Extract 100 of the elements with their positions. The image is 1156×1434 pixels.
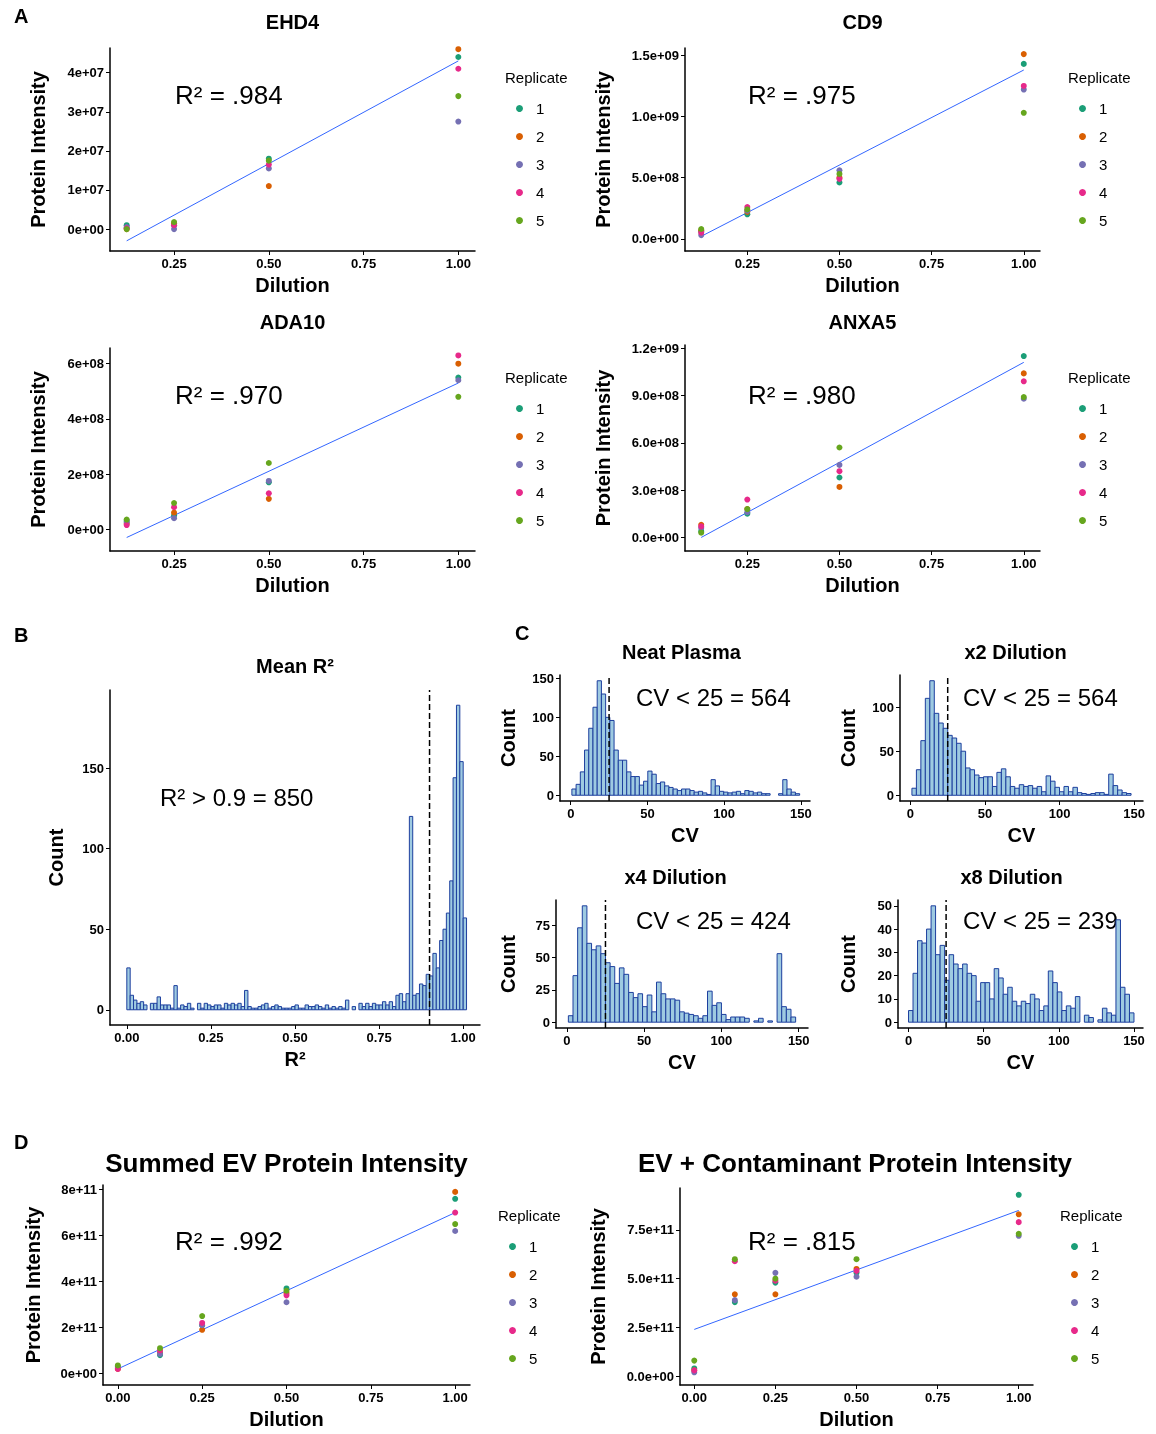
x-tick-label: 50 xyxy=(977,806,993,821)
annotation: R² = .975 xyxy=(748,80,856,110)
chart-title: Neat Plasma xyxy=(622,641,742,663)
annotation: R² = .992 xyxy=(175,1226,283,1256)
y-tick-label: 4e+07 xyxy=(67,65,104,81)
y-tick-label: 0e+00 xyxy=(67,221,104,237)
y-tick-label: 75 xyxy=(535,917,550,933)
y-axis-title: Protein Intensity xyxy=(587,1207,609,1365)
legend-label: 3 xyxy=(1091,1294,1100,1311)
x-tick-label: 0.25 xyxy=(161,256,187,271)
legend-label: 1 xyxy=(536,100,545,117)
x-tick-label: 100 xyxy=(1047,1033,1070,1048)
y-tick-label: 150 xyxy=(82,760,104,776)
annotation: CV < 25 = 424 xyxy=(636,906,791,934)
annotation: CV < 25 = 564 xyxy=(636,683,791,711)
x-tick-label: 0.25 xyxy=(189,1390,215,1405)
x-tick-label: 0.00 xyxy=(114,1030,140,1045)
y-tick-label: 1.5e+09 xyxy=(631,47,679,63)
y-tick-label: 4e+11 xyxy=(61,1274,97,1290)
x-tick-label: 0.75 xyxy=(350,256,377,271)
x-tick-label: 100 xyxy=(713,806,735,821)
legend-label: 3 xyxy=(536,156,545,173)
y-tick-label: 0.0e+00 xyxy=(631,529,679,545)
y-tick-label: 0.0e+00 xyxy=(631,231,679,247)
x-axis-title: Dilution xyxy=(255,274,330,296)
chart-title: EV + Contaminant Protein Intensity xyxy=(637,1148,1073,1178)
chart-title: x8 Dilution xyxy=(960,866,1063,888)
y-tick-label: 6.0e+08 xyxy=(631,435,679,451)
y-axis-title: Count xyxy=(497,934,519,993)
x-tick-label: 50 xyxy=(976,1033,991,1048)
text: D xyxy=(14,1131,29,1153)
annotation: R² > 0.9 = 850 xyxy=(160,783,314,811)
y-tick-label: 0.0e+00 xyxy=(626,1368,674,1384)
y-tick-label: 3.0e+08 xyxy=(631,482,679,498)
chart-title: x4 Dilution xyxy=(624,866,727,888)
x-tick-label: 150 xyxy=(787,1033,810,1048)
y-tick-label: 1.2e+09 xyxy=(631,340,679,356)
legend-label: 5 xyxy=(1091,1350,1100,1367)
legend-label: 4 xyxy=(529,1322,538,1339)
y-tick-label: 10 xyxy=(877,991,892,1007)
legend-label: 1 xyxy=(529,1238,538,1255)
legend-label: 2 xyxy=(1099,128,1108,145)
legend-label: 4 xyxy=(1099,484,1108,501)
y-axis-title: Count xyxy=(45,828,67,887)
legend-label: 2 xyxy=(536,128,545,145)
y-tick-label: 0e+00 xyxy=(60,1366,97,1382)
x-tick-label: 0.75 xyxy=(350,556,377,571)
x-axis-title: CV xyxy=(1006,1051,1036,1073)
legend-label: 3 xyxy=(1099,156,1108,173)
annotation: R² = .980 xyxy=(748,380,856,410)
y-axis-title: Protein Intensity xyxy=(22,1205,44,1364)
y-tick-label: 4e+08 xyxy=(67,411,104,427)
y-tick-label: 5.0e+08 xyxy=(631,170,679,186)
legend-label: 3 xyxy=(529,1294,538,1311)
x-tick-label: 0.50 xyxy=(256,556,282,571)
x-axis-title: Dilution xyxy=(255,574,330,596)
text: A xyxy=(14,5,29,27)
y-tick-label: 0 xyxy=(884,1014,892,1030)
chart-title: CD9 xyxy=(842,11,883,33)
legend-label: 3 xyxy=(1099,456,1108,473)
x-tick-label: 0.50 xyxy=(282,1030,308,1045)
x-tick-label: 0.25 xyxy=(198,1030,224,1045)
y-tick-label: 50 xyxy=(89,921,104,937)
x-axis-title: CV xyxy=(671,824,700,846)
legend-label: 1 xyxy=(1099,100,1108,117)
y-axis-title: Count xyxy=(837,934,859,993)
legend-label: 2 xyxy=(536,428,545,445)
y-tick-label: 7.5e+11 xyxy=(627,1222,674,1238)
y-tick-label: 0 xyxy=(542,1014,550,1030)
y-tick-label: 6e+11 xyxy=(61,1228,97,1244)
y-tick-label: 3e+07 xyxy=(67,104,104,120)
x-axis-title: CV xyxy=(668,1051,697,1073)
legend-label: 5 xyxy=(536,212,545,229)
x-tick-label: 1.00 xyxy=(1011,556,1037,571)
x-tick-label: 1.00 xyxy=(1006,1390,1032,1405)
chart-title: ANXA5 xyxy=(828,311,897,333)
legend-label: 4 xyxy=(1091,1322,1100,1339)
y-axis-title: Protein Intensity xyxy=(27,370,49,528)
y-tick-label: 1.0e+09 xyxy=(631,108,679,124)
chart-title: Mean R² xyxy=(256,655,335,677)
y-tick-label: 5.0e+11 xyxy=(627,1271,674,1287)
x-tick-label: 0.25 xyxy=(161,556,187,571)
y-axis-title: Protein Intensity xyxy=(27,70,49,228)
y-tick-label: 100 xyxy=(872,699,894,715)
x-tick-label: 0.50 xyxy=(826,256,853,271)
y-tick-label: 50 xyxy=(877,898,892,914)
annotation: CV < 25 = 239 xyxy=(963,906,1118,934)
y-tick-label: 0 xyxy=(546,787,554,803)
annotation: R² = .984 xyxy=(175,80,283,110)
y-tick-label: 50 xyxy=(539,748,554,764)
chart-title: Summed EV Protein Intensity xyxy=(105,1148,469,1178)
x-axis-title: Dilution xyxy=(819,1408,894,1430)
x-tick-label: 1.00 xyxy=(445,256,471,271)
x-tick-label: 0.25 xyxy=(762,1390,789,1405)
x-tick-label: 0.50 xyxy=(256,256,282,271)
y-tick-label: 50 xyxy=(879,743,894,759)
y-tick-label: 150 xyxy=(532,670,554,686)
y-axis-title: Count xyxy=(837,708,859,767)
x-axis-title: R² xyxy=(284,1048,306,1070)
legend-label: 5 xyxy=(529,1350,538,1367)
